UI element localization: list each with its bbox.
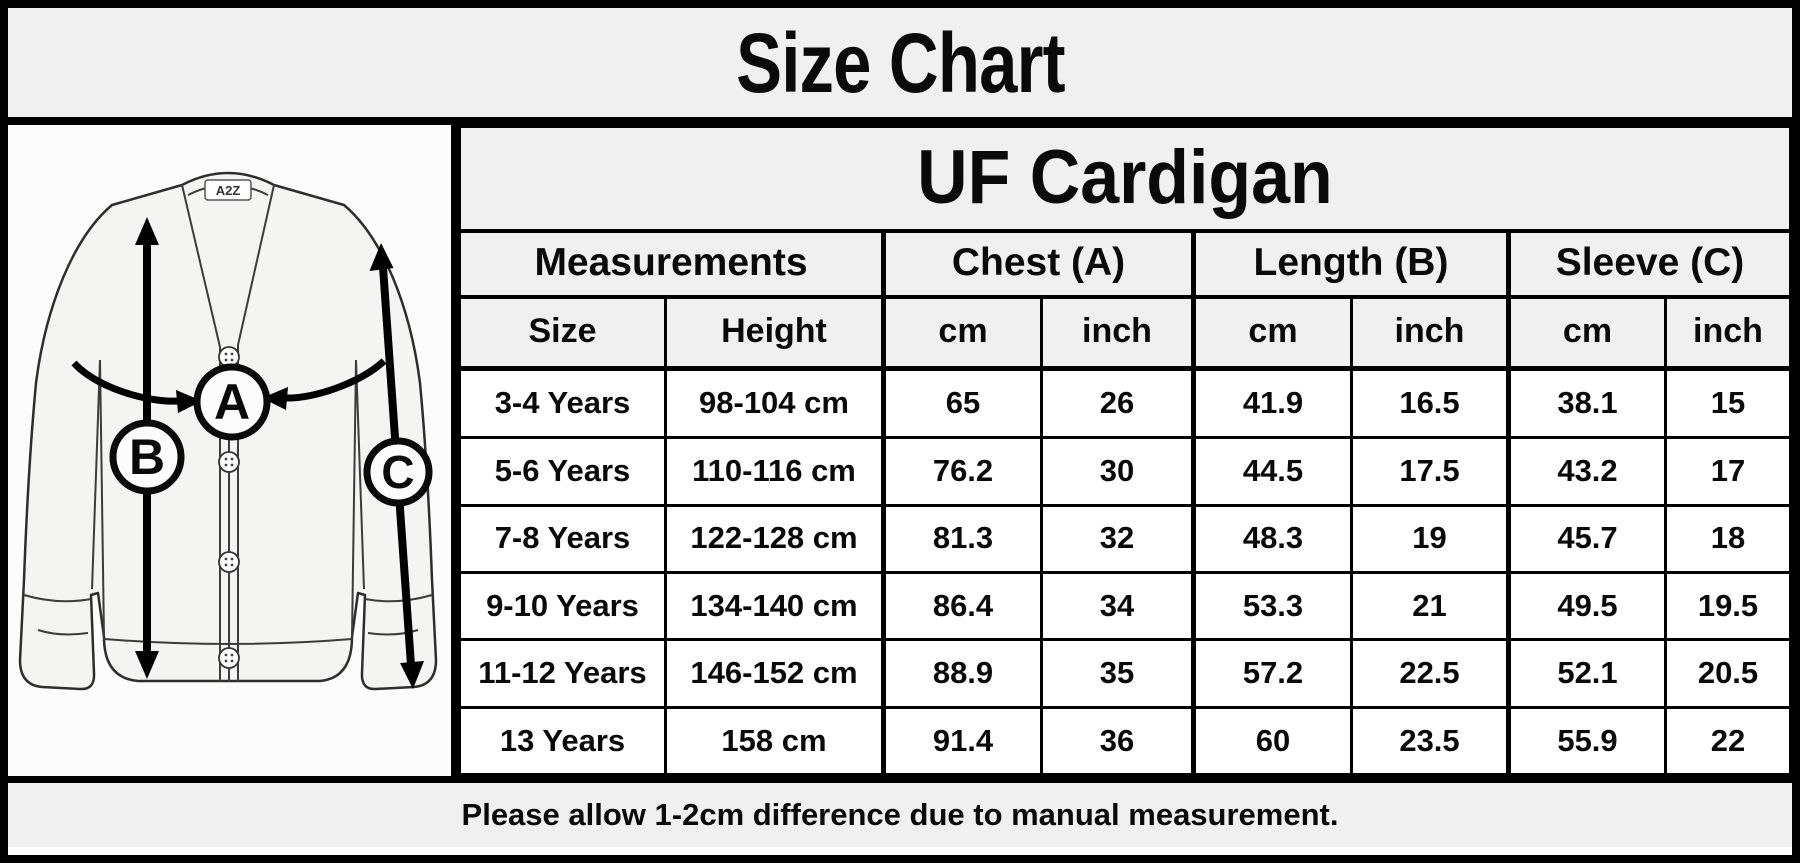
table-cell: 81.3 bbox=[882, 503, 1043, 574]
table-cell: 19.5 bbox=[1664, 570, 1792, 642]
buttons bbox=[218, 346, 240, 669]
table-cell: 3-4 Years bbox=[458, 366, 667, 440]
table-cell: 88.9 bbox=[882, 638, 1043, 709]
table-cell: 57.2 bbox=[1192, 638, 1353, 709]
table-cell: 18 bbox=[1664, 503, 1792, 574]
table-row: 3-4 Years 98-104 cm 65 26 41.9 16.5 38.1… bbox=[458, 366, 1792, 440]
chest-label: A bbox=[193, 363, 271, 441]
garment-panel: A2Z bbox=[8, 125, 458, 776]
table-cell: 17.5 bbox=[1350, 436, 1511, 507]
table-cell: 20.5 bbox=[1664, 638, 1792, 709]
table-cell: 134-140 cm bbox=[664, 570, 886, 642]
group-header-measurements: Measurements bbox=[458, 229, 886, 299]
sleeve-label: C bbox=[363, 437, 433, 507]
table-cell: 43.2 bbox=[1507, 436, 1667, 507]
table-cell: 52.1 bbox=[1507, 638, 1667, 709]
table-cell: 35 bbox=[1040, 638, 1196, 709]
table-cell: 13 Years bbox=[458, 705, 667, 777]
group-header-sleeve: Sleeve (C) bbox=[1507, 229, 1792, 299]
table-cell: 53.3 bbox=[1192, 570, 1353, 642]
group-header-length: Length (B) bbox=[1192, 229, 1511, 299]
table-cell: 45.7 bbox=[1507, 503, 1667, 574]
size-table: UF Cardigan Measurements Chest (A) Lengt… bbox=[458, 125, 1792, 777]
col-header-size: Size bbox=[458, 295, 667, 371]
page-title: Size Chart bbox=[735, 15, 1065, 110]
table-row: 13 Years 158 cm 91.4 36 60 23.5 55.9 22 bbox=[458, 705, 1792, 777]
brand-tag: A2Z bbox=[204, 179, 252, 201]
main-area: A2Z bbox=[8, 125, 1792, 777]
table-cell: 76.2 bbox=[882, 436, 1043, 507]
col-header-height: Height bbox=[664, 295, 886, 371]
table-cell: 41.9 bbox=[1192, 366, 1353, 440]
svg-text:B: B bbox=[129, 429, 165, 485]
table-cell: 38.1 bbox=[1507, 366, 1667, 440]
table-cell: 48.3 bbox=[1192, 503, 1353, 574]
table-cell: 122-128 cm bbox=[664, 503, 886, 574]
svg-text:C: C bbox=[381, 446, 414, 498]
col-header-length-cm: cm bbox=[1192, 295, 1353, 371]
footer-note: Please allow 1-2cm difference due to man… bbox=[461, 797, 1339, 832]
table-cell: 23.5 bbox=[1350, 705, 1511, 777]
col-header-chest-inch: inch bbox=[1040, 295, 1196, 371]
group-header-chest: Chest (A) bbox=[882, 229, 1196, 299]
table-cell: 36 bbox=[1040, 705, 1196, 777]
table-row: 5-6 Years 110-116 cm 76.2 30 44.5 17.5 4… bbox=[458, 436, 1792, 507]
table-cell: 17 bbox=[1664, 436, 1792, 507]
table-cell: 158 cm bbox=[664, 705, 886, 777]
table-cell: 7-8 Years bbox=[458, 503, 667, 574]
col-header-sleeve-inch: inch bbox=[1664, 295, 1792, 371]
table-row: 7-8 Years 122-128 cm 81.3 32 48.3 19 45.… bbox=[458, 503, 1792, 574]
table-cell: 60 bbox=[1192, 705, 1353, 777]
table-cell: 5-6 Years bbox=[458, 436, 667, 507]
table-cell: 110-116 cm bbox=[664, 436, 886, 507]
table-cell: 34 bbox=[1040, 570, 1196, 642]
table-cell: 19 bbox=[1350, 503, 1511, 574]
table-cell: 65 bbox=[882, 366, 1043, 440]
table-title: UF Cardigan bbox=[458, 125, 1792, 233]
table-cell: 49.5 bbox=[1507, 570, 1667, 642]
col-header-length-inch: inch bbox=[1350, 295, 1511, 371]
table-cell: 22.5 bbox=[1350, 638, 1511, 709]
footer: Please allow 1-2cm difference due to man… bbox=[8, 776, 1792, 847]
banner: Size Chart bbox=[8, 8, 1792, 125]
table-row: 9-10 Years 134-140 cm 86.4 34 53.3 21 49… bbox=[458, 570, 1792, 642]
length-label: B bbox=[109, 419, 185, 495]
svg-text:A2Z: A2Z bbox=[216, 183, 241, 198]
table-area: UF Cardigan Measurements Chest (A) Lengt… bbox=[458, 125, 1792, 777]
col-header-sleeve-cm: cm bbox=[1507, 295, 1667, 371]
table-cell: 15 bbox=[1664, 366, 1792, 440]
svg-text:A: A bbox=[214, 374, 250, 430]
table-cell: 21 bbox=[1350, 570, 1511, 642]
measure-arrow-chest bbox=[71, 358, 387, 413]
table-cell: 55.9 bbox=[1507, 705, 1667, 777]
table-cell: 16.5 bbox=[1350, 366, 1511, 440]
table-cell: 44.5 bbox=[1192, 436, 1353, 507]
col-header-chest-cm: cm bbox=[882, 295, 1043, 371]
table-cell: 32 bbox=[1040, 503, 1196, 574]
table-cell: 30 bbox=[1040, 436, 1196, 507]
table-cell: 86.4 bbox=[882, 570, 1043, 642]
table-cell: 26 bbox=[1040, 366, 1196, 440]
table-cell: 22 bbox=[1664, 705, 1792, 777]
table-row: 11-12 Years 146-152 cm 88.9 35 57.2 22.5… bbox=[458, 638, 1792, 709]
table-cell: 9-10 Years bbox=[458, 570, 667, 642]
cardigan-diagram: A2Z bbox=[18, 171, 438, 691]
table-cell: 98-104 cm bbox=[664, 366, 886, 440]
table-cell: 11-12 Years bbox=[458, 638, 667, 709]
table-cell: 146-152 cm bbox=[664, 638, 886, 709]
table-cell: 91.4 bbox=[882, 705, 1043, 777]
